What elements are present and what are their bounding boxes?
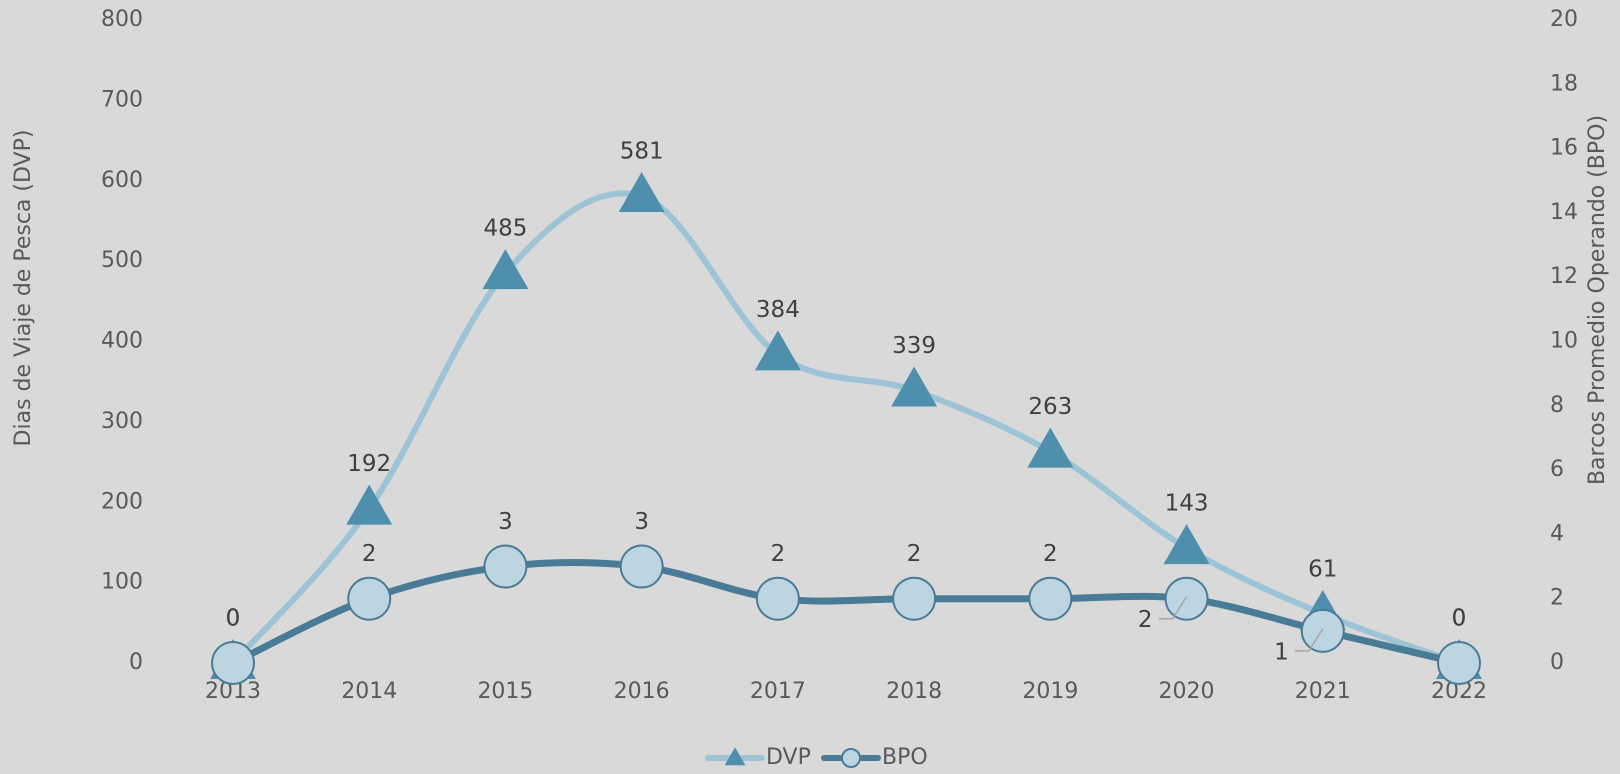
series-line [230, 190, 1462, 666]
data-label: 0 [226, 606, 241, 632]
data-label: 2 [771, 541, 786, 567]
y-tick-label: 0 [129, 650, 143, 675]
leader-line [1294, 628, 1324, 652]
data-point [1027, 427, 1074, 468]
data-label: 61 [1308, 556, 1337, 582]
y2-tick-label: 2 [1550, 586, 1564, 611]
data-label: 143 [1165, 491, 1209, 517]
data-label: 3 [634, 509, 649, 535]
y-axis-label: Dias de Viaje de Pesca (DVP) [11, 130, 36, 447]
data-label: 384 [756, 297, 800, 323]
y2-tick-label: 14 [1550, 200, 1578, 225]
x-tick-label: 2016 [614, 679, 670, 704]
data-point [754, 330, 801, 371]
y2-tick-label: 6 [1550, 457, 1564, 482]
data-point [1164, 576, 1209, 621]
y2-axis-label: Barcos Promedio Operando (BPO) [1585, 115, 1610, 485]
data-label: 3 [498, 509, 513, 535]
y2-tick-label: 20 [1550, 7, 1578, 32]
data-point [1028, 576, 1073, 621]
x-tick-label: 2018 [886, 679, 942, 704]
data-point [1163, 524, 1210, 565]
legend-label: BPO [882, 745, 928, 770]
data-label: 485 [483, 216, 527, 242]
y-tick-label: 700 [101, 87, 143, 112]
x-tick-label: 2014 [341, 679, 397, 704]
y2-tick-label: 0 [1550, 650, 1564, 675]
data-label: 0 [1452, 606, 1467, 632]
data-label: 2 [907, 541, 922, 567]
legend-marker [724, 747, 746, 766]
y2-tick-label: 10 [1550, 329, 1578, 354]
y2-tick-label: 8 [1550, 393, 1564, 418]
data-point [618, 172, 665, 213]
data-point [1300, 608, 1345, 653]
legend-marker [841, 748, 861, 768]
x-tick-label: 2021 [1295, 679, 1351, 704]
data-point [483, 544, 528, 589]
data-point [1437, 641, 1481, 685]
y2-tick-label: 4 [1550, 521, 1564, 546]
x-tick-label: 2020 [1159, 679, 1215, 704]
x-tick-label: 2019 [1022, 679, 1078, 704]
y2-tick-label: 12 [1550, 264, 1578, 289]
y2-tick-label: 16 [1550, 136, 1578, 161]
data-label: 0 [1452, 606, 1467, 632]
data-label: 2 [1043, 541, 1058, 567]
data-label: 2 [1138, 607, 1153, 633]
data-point [891, 366, 938, 407]
data-label: 192 [347, 451, 391, 477]
data-label: 1 [1274, 639, 1289, 665]
data-point [346, 484, 393, 525]
y-tick-label: 300 [101, 409, 143, 434]
data-point [619, 544, 664, 589]
y-tick-label: 600 [101, 168, 143, 193]
data-label: 0 [226, 606, 241, 632]
x-tick-label: 2015 [477, 679, 533, 704]
y-tick-label: 800 [101, 7, 143, 32]
series-line [229, 559, 1463, 667]
data-point [347, 576, 392, 621]
data-point [755, 576, 800, 621]
data-point [211, 641, 255, 685]
legend-label: DVP [766, 745, 811, 770]
x-tick-label: 2017 [750, 679, 806, 704]
data-point [482, 249, 529, 290]
data-label: 581 [620, 139, 664, 165]
y-tick-label: 200 [101, 489, 143, 514]
y-tick-label: 400 [101, 329, 143, 354]
y-tick-label: 100 [101, 570, 143, 595]
y-tick-label: 500 [101, 248, 143, 273]
data-point [892, 576, 937, 621]
data-label: 263 [1028, 394, 1072, 420]
leader-line [1158, 596, 1188, 620]
y2-tick-label: 18 [1550, 71, 1578, 96]
data-label: 2 [362, 541, 377, 567]
data-label: 339 [892, 333, 936, 359]
